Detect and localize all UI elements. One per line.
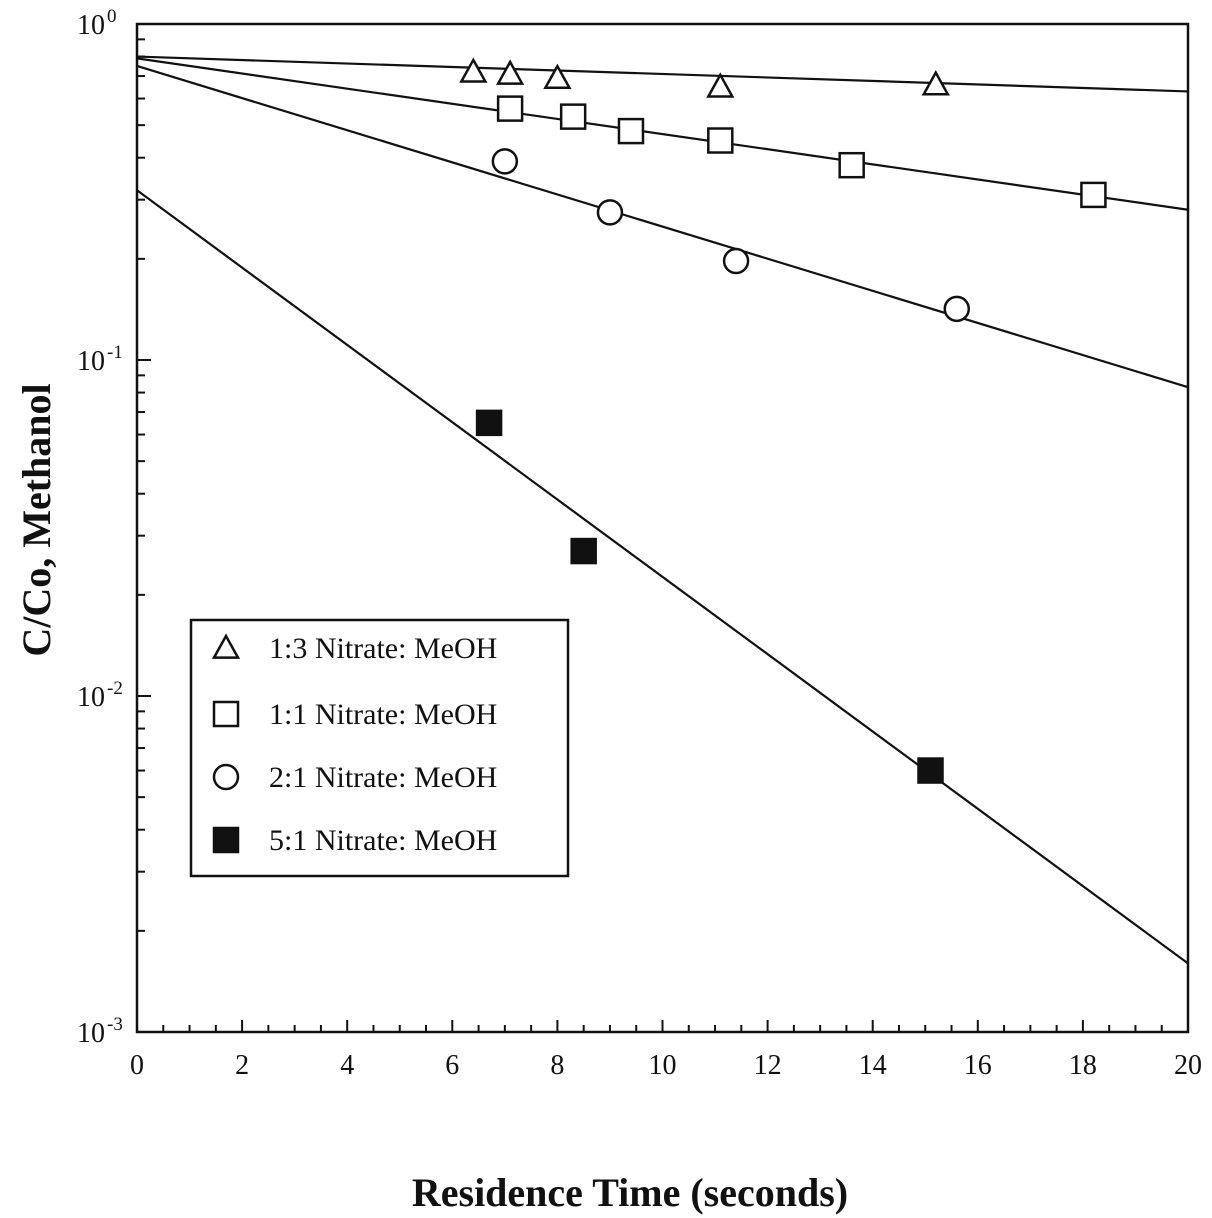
data-point-series-1 xyxy=(459,57,488,83)
x-tick-label: 2 xyxy=(235,1050,249,1081)
plot-frame xyxy=(135,22,1190,1034)
data-point-series-2 xyxy=(496,95,524,122)
data-point-series-2 xyxy=(559,103,587,130)
x-tick-labels: 0 2 4 6 8 10 12 14 16 18 20 xyxy=(130,1050,1202,1081)
legend-marker-3 xyxy=(212,763,240,791)
data-point-series-3 xyxy=(943,295,971,323)
data-point-series-1 xyxy=(706,72,735,98)
data-point-series-1 xyxy=(543,63,572,89)
data-point-series-4 xyxy=(570,537,597,565)
x-tick-label: 12 xyxy=(754,1050,782,1081)
data-point-series-1 xyxy=(495,59,525,85)
y-tick-exponent: 0 xyxy=(107,6,117,27)
x-tick-label: 10 xyxy=(649,1050,677,1081)
legend-label-3: 2:1 Nitrate: MeOH xyxy=(269,761,497,794)
x-tick-label: 16 xyxy=(964,1050,992,1081)
y-tick-exponent: -3 xyxy=(107,1014,123,1035)
x-tick-label: 4 xyxy=(340,1050,354,1081)
x-tick-label: 0 xyxy=(130,1050,144,1081)
y-tick-label: 10 xyxy=(77,682,105,713)
fit-line-series-3 xyxy=(136,64,1189,389)
axis-ticks xyxy=(136,23,1189,1033)
legend-marker-1 xyxy=(211,633,241,659)
data-point-series-2 xyxy=(1080,181,1107,209)
y-tick-exponent: -2 xyxy=(107,678,123,699)
data-point-series-4 xyxy=(917,757,944,784)
data-point-series-3 xyxy=(722,247,750,275)
y-tick-label: 10 xyxy=(77,10,105,41)
legend-label-2: 1:1 Nitrate: MeOH xyxy=(269,698,497,731)
x-tick-label: 14 xyxy=(859,1050,887,1081)
y-tick-label: 10 xyxy=(77,346,105,377)
fit-line-series-1 xyxy=(136,55,1189,93)
data-markers xyxy=(459,57,1107,784)
data-point-series-2 xyxy=(707,127,734,154)
fit-line-series-2 xyxy=(136,57,1189,211)
y-tick-label: 10 xyxy=(77,1018,105,1049)
legend-marker-4 xyxy=(212,826,240,854)
fit-lines xyxy=(136,55,1189,965)
x-axis-label: Residence Time (seconds) xyxy=(412,1170,848,1215)
fit-line-series-4 xyxy=(136,189,1189,965)
x-tick-label: 8 xyxy=(550,1050,564,1081)
legend: 1:3 Nitrate: MeOH 1:1 Nitrate: MeOH 2:1 Ni… xyxy=(189,618,570,878)
data-point-series-3 xyxy=(596,199,624,226)
x-tick-label: 20 xyxy=(1174,1050,1202,1081)
data-point-series-2 xyxy=(617,117,645,145)
data-point-series-4 xyxy=(475,409,503,437)
legend-label-1: 1:3 Nitrate: MeOH xyxy=(269,632,497,665)
data-point-series-3 xyxy=(491,148,519,175)
data-point-series-1 xyxy=(921,70,950,96)
data-point-series-2 xyxy=(838,151,865,179)
y-axis-label: C/Co, Methanol xyxy=(14,383,59,656)
x-tick-label: 6 xyxy=(445,1050,459,1081)
legend-marker-2 xyxy=(212,700,240,728)
x-tick-label: 18 xyxy=(1069,1050,1097,1081)
y-tick-exponent: -1 xyxy=(107,342,123,363)
legend-label-4: 5:1 Nitrate: MeOH xyxy=(269,824,497,857)
legend-box xyxy=(189,618,570,878)
